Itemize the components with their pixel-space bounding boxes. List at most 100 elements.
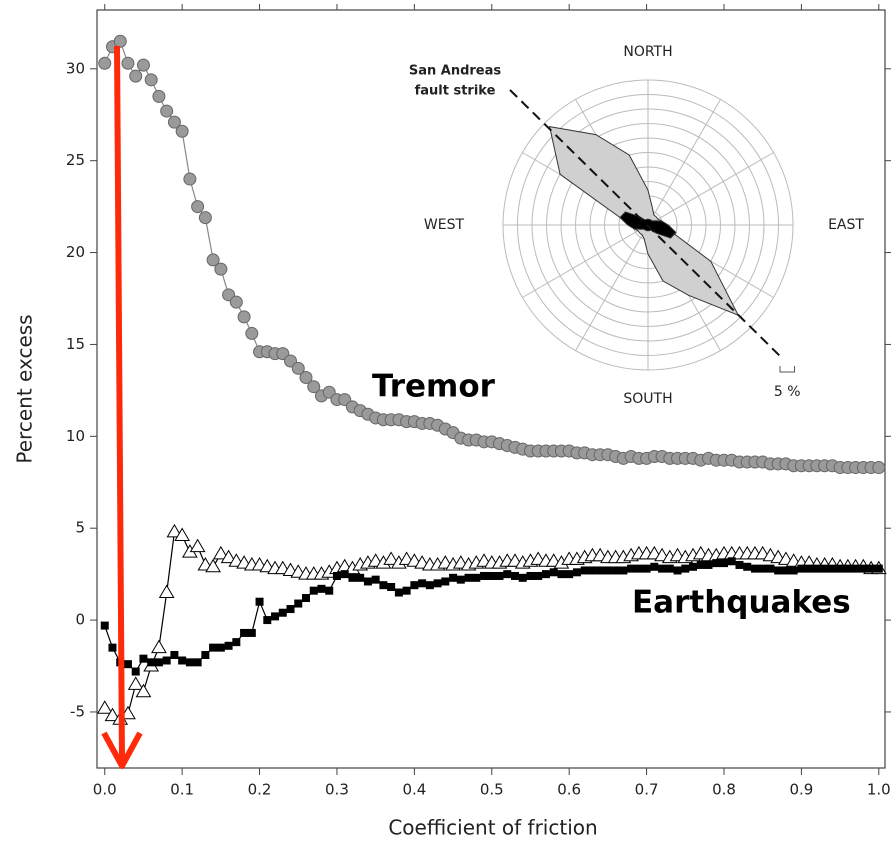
earthquake-square: [580, 566, 589, 575]
west-label: WEST: [424, 217, 465, 233]
earthquake-square: [363, 577, 372, 586]
earthquake-square: [425, 581, 434, 590]
earthquake-square: [588, 566, 597, 575]
rose-ring: [575, 152, 721, 298]
earthquake-square: [418, 579, 427, 588]
earthquake-square: [766, 564, 775, 573]
x-tick-label: 0.8: [712, 781, 736, 799]
x-axis-label: Coefficient of friction: [388, 816, 597, 840]
earthquake-square: [797, 564, 806, 573]
earthquake-square: [240, 628, 249, 637]
y-tick-label: 10: [66, 427, 85, 445]
earthquake-square: [596, 566, 605, 575]
tremor-point: [152, 89, 166, 103]
scale-label: 5 %: [774, 384, 801, 400]
earthquake-square: [603, 566, 612, 575]
earthquake-square: [131, 667, 140, 676]
x-tick-label: 0.3: [325, 781, 349, 799]
tremor-point: [237, 310, 251, 324]
earthquake-square: [743, 562, 752, 571]
earthquake-square: [286, 605, 295, 614]
earthquake-square: [750, 564, 759, 573]
earthquake-square: [356, 573, 365, 582]
earthquake-triangle: [212, 545, 229, 560]
tremor-point: [299, 371, 313, 385]
rose-ring: [502, 79, 794, 371]
south-label: SOUTH: [623, 391, 672, 407]
tremor-point: [198, 211, 212, 225]
scale-bar: [779, 366, 795, 373]
tremor-point: [175, 124, 189, 138]
earthquake-square: [619, 566, 628, 575]
earthquake-square: [874, 564, 883, 573]
earthquake-square: [301, 594, 310, 603]
earthquake-square: [100, 621, 109, 630]
tremor-point: [167, 115, 181, 129]
earthquake-square: [317, 584, 326, 593]
earthquake-square: [704, 560, 713, 569]
x-tick-label: 0.7: [635, 781, 659, 799]
x-tick-label: 0.9: [789, 781, 813, 799]
x-tick-label: 0.6: [557, 781, 581, 799]
tremor-point: [307, 380, 321, 394]
earthquake-square: [108, 643, 117, 652]
earthquake-square: [727, 557, 736, 566]
earthquake-square: [758, 564, 767, 573]
earthquake-square: [611, 566, 620, 575]
earthquake-square: [325, 586, 334, 595]
earthquake-square: [402, 586, 411, 595]
earthquake-square: [410, 581, 419, 590]
earthquake-triangle: [383, 551, 400, 565]
earthquake-square: [851, 564, 860, 573]
red-arrow: [101, 45, 143, 769]
tremor-point: [245, 326, 259, 340]
tremor-point: [214, 262, 228, 276]
y-tick-label: -5: [70, 702, 85, 720]
earthquake-square: [309, 586, 318, 595]
y-tick-label: 0: [75, 611, 85, 629]
earthquake-triangle: [127, 676, 144, 690]
y-tick-label: 5: [75, 519, 85, 537]
earthquake-square: [836, 564, 845, 573]
earthquake-square: [387, 582, 396, 591]
tremor-point: [229, 295, 243, 309]
earthquake-square: [379, 581, 388, 590]
x-tick-label: 1.0: [867, 781, 891, 799]
earthquake-triangle: [189, 538, 206, 553]
earthquake-square: [178, 656, 187, 665]
tremor-point: [129, 69, 143, 83]
earthquake-square: [812, 564, 821, 573]
main-plot: 0.0 0.1 0.2 0.3 0.4 0.5 0.6 0.7 0.8 0.9 1.0 -5 0 5 10 1…: [66, 4, 891, 799]
earthquake-square: [394, 588, 403, 597]
earthquake-square: [557, 570, 566, 579]
earthquake-square: [209, 643, 218, 652]
rose-ring: [531, 108, 765, 342]
arrow-shaft: [114, 45, 125, 763]
tremor-point: [136, 58, 150, 72]
earthquake-square: [789, 566, 798, 575]
earthquake-square: [216, 643, 225, 652]
tremor-point: [191, 200, 205, 214]
tremor-point: [206, 253, 220, 267]
earthquake-square: [696, 560, 705, 569]
earthquake-square: [781, 566, 790, 575]
tremor-point: [183, 172, 197, 186]
tremor-label: Tremor: [372, 369, 496, 405]
fault-label: San Andreas: [409, 64, 502, 79]
earthquake-square: [170, 650, 179, 659]
y-tick-label: 30: [66, 59, 85, 77]
earthquake-square: [441, 577, 450, 586]
earthquake-square: [627, 564, 636, 573]
tremor-point: [121, 56, 135, 70]
earthquake-square: [294, 599, 303, 608]
rose-ring: [546, 123, 750, 327]
x-tick-label: 0.1: [170, 781, 194, 799]
tremor-point: [872, 461, 886, 475]
east-label: EAST: [828, 217, 864, 233]
tremor-point: [98, 56, 112, 70]
earthquake-triangle: [158, 584, 175, 599]
earthquake-triangle: [205, 558, 221, 573]
earthquake-square: [185, 658, 194, 667]
x-tick-label: 0.2: [248, 781, 272, 799]
